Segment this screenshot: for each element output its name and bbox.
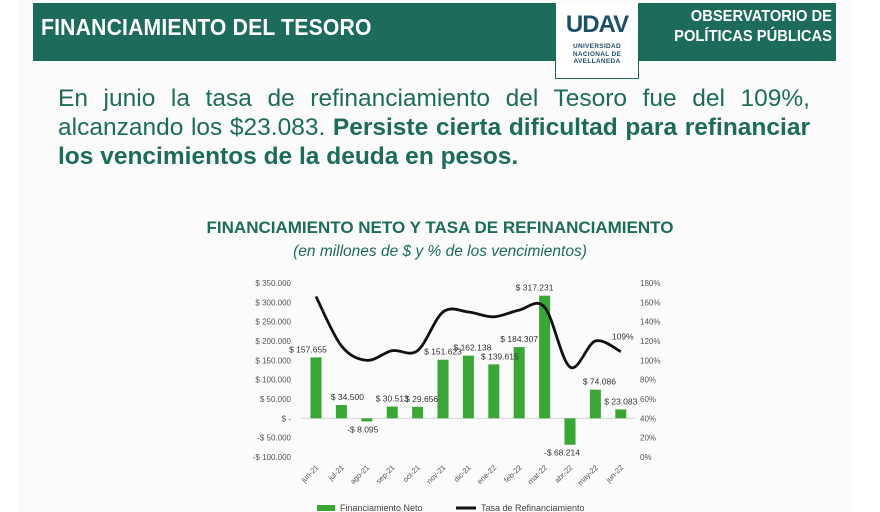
left-axis-tick-label: -$ 100.000 <box>253 453 292 462</box>
line-series-refinanciamiento <box>314 295 622 370</box>
category-tick-label: ago-21 <box>348 463 371 486</box>
category-tick-label: may-22 <box>576 463 600 487</box>
logo-line: AVELLANEDA <box>573 58 621 65</box>
bar <box>513 347 525 419</box>
bar <box>539 295 551 419</box>
bar-data-label: $ 23.083 <box>604 396 637 406</box>
university-logo: UDAV UNIVERSIDAD NACIONAL DE AVELLANEDA <box>555 3 639 79</box>
bar <box>361 418 373 422</box>
category-tick-label: mar-22 <box>526 463 549 486</box>
category-tick-label: jun-21 <box>299 463 321 485</box>
category-tick-label: feb-22 <box>502 463 523 484</box>
headline-bold: Persiste cierta dificultad para refinanc… <box>58 114 810 170</box>
right-axis-tick-label: 140% <box>640 318 660 327</box>
bar <box>564 418 576 445</box>
left-axis-tick-label: $ 100.000 <box>255 376 291 385</box>
logo-mark: UDAV <box>565 11 629 38</box>
right-axis-tick-label: 0% <box>640 453 652 462</box>
legend-bar-swatch <box>317 505 335 511</box>
chart-title: FINANCIAMIENTO NETO Y TASA DE REFINANCIA… <box>206 218 674 237</box>
left-axis-tick-label: -$ 50.000 <box>257 434 291 443</box>
left-axis-tick-label: $ - <box>282 414 292 423</box>
chart-subtitle: (en millones de $ y % de los vencimiento… <box>293 243 587 260</box>
bar-data-label: -$ 8.095 <box>347 424 378 434</box>
line-annotation: 109% <box>612 332 634 342</box>
header-bar <box>33 3 836 61</box>
category-tick-label: abr-22 <box>553 463 575 485</box>
left-axis-tick-label: $ 350.000 <box>255 279 291 288</box>
bar-data-label: $ 30.513 <box>376 394 409 404</box>
headline-normal: En junio la tasa de refinanciamiento del… <box>58 85 810 141</box>
legend-label: Tasa de Refinanciamiento <box>481 503 585 512</box>
bar <box>615 409 627 419</box>
left-axis-tick-label: $ 150.000 <box>255 356 291 365</box>
bar-data-label: $ 184.307 <box>500 334 538 344</box>
logo-line: UNIVERSIDAD <box>572 43 622 50</box>
header-title: FINANCIAMIENTO DEL TESORO <box>41 14 372 40</box>
bar-data-label: $ 157.655 <box>289 344 327 354</box>
right-axis-tick-label: 160% <box>640 298 660 307</box>
right-axis-tick-label: 80% <box>640 376 656 385</box>
category-tick-label: dic-21 <box>452 463 473 484</box>
bar <box>437 359 449 419</box>
left-axis-tick-label: $ 250.000 <box>255 318 291 327</box>
headline-text: En junio la tasa de refinanciamiento del… <box>58 84 810 171</box>
category-tick-label: jul-21 <box>326 463 346 483</box>
bar-data-label: $ 139.615 <box>481 351 519 361</box>
right-axis-tick-label: 40% <box>640 414 656 423</box>
bar <box>462 355 474 419</box>
page-margin <box>852 0 880 512</box>
bar <box>310 357 322 419</box>
left-axis-tick-label: $ 200.000 <box>255 337 291 346</box>
bar <box>412 406 424 419</box>
logo-text: UNIVERSIDAD NACIONAL DE AVELLANEDA <box>558 43 636 66</box>
bar <box>589 389 601 419</box>
bar-data-label: $ 74.086 <box>583 377 616 387</box>
left-axis-tick-label: $ 300.000 <box>255 298 291 307</box>
observatory-title: OBSERVATORIO DE POLÍTICAS PÚBLICAS <box>661 7 832 47</box>
left-axis-tick-label: $ 50.000 <box>260 395 292 404</box>
category-tick-label: oct-21 <box>401 463 422 484</box>
bar <box>335 404 347 419</box>
bar-data-label: -$ 68.214 <box>544 448 580 458</box>
slide-background <box>18 0 852 512</box>
bar-data-label: $ 151.623 <box>424 347 462 357</box>
category-tick-label: sep-21 <box>374 463 397 486</box>
category-tick-label: nov-21 <box>425 463 448 486</box>
observatory-line: OBSERVATORIO DE <box>690 8 832 25</box>
bar-data-label: $ 162.138 <box>453 343 491 353</box>
right-axis-tick-label: 60% <box>640 395 656 404</box>
category-tick-label: ene-22 <box>475 463 498 486</box>
right-axis-tick-label: 180% <box>640 279 660 288</box>
category-tick-label: jun-22 <box>603 463 625 485</box>
observatory-line: POLÍTICAS PÚBLICAS <box>674 28 832 45</box>
right-axis-tick-label: 100% <box>640 356 660 365</box>
bar <box>386 406 398 419</box>
bar-data-label: $ 34.500 <box>331 392 364 402</box>
legend-label: Financiamiento Neto <box>340 503 423 512</box>
bar-data-label: $ 29.656 <box>405 394 438 404</box>
right-axis-tick-label: 120% <box>640 337 660 346</box>
right-axis-tick-label: 20% <box>640 434 656 443</box>
logo-line: NACIONAL DE <box>572 50 622 58</box>
bar <box>488 364 500 419</box>
bar-data-label: $ 317.231 <box>516 283 554 293</box>
